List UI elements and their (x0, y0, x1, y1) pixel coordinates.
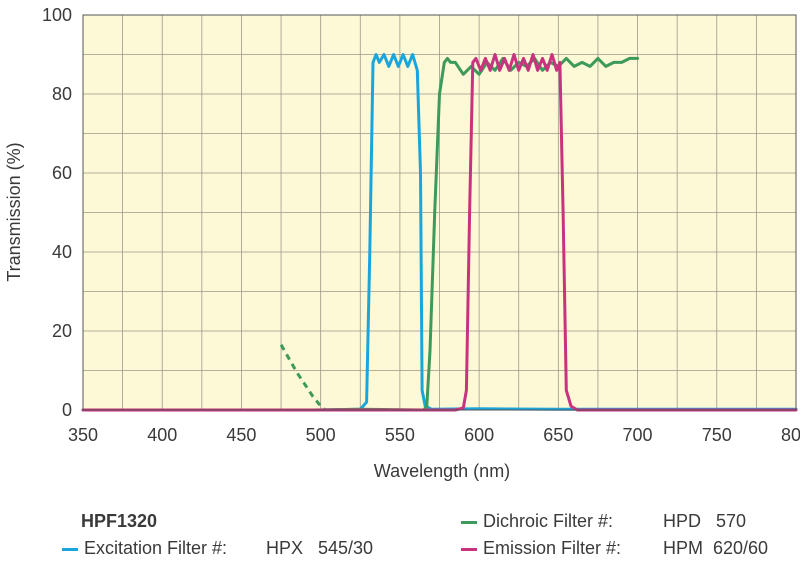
emission-swatch (461, 547, 477, 551)
dichroic-label: Dichroic Filter #: (483, 511, 614, 531)
legend-emission: Emission Filter #: HPM 620/60 (461, 538, 768, 559)
y-tick-label: 100 (42, 5, 72, 25)
x-axis-label: Wavelength (nm) (374, 461, 510, 481)
x-tick-label: 400 (147, 425, 177, 445)
x-tick-label: 700 (623, 425, 653, 445)
tick-labels: 350 400 450 500 550 600 650 700 750 800 0 20 40 60 80 1… (42, 5, 800, 445)
y-tick-label: 0 (62, 400, 72, 420)
plot-frame (82, 14, 797, 411)
x-tick-label: 750 (702, 425, 732, 445)
emission-code: HPM 620/60 (663, 538, 769, 558)
excitation-label: Excitation Filter #: (84, 538, 228, 558)
legend-dichroic: Dichroic Filter #: HPD 570 (461, 511, 746, 532)
x-tick-label: 450 (226, 425, 256, 445)
y-tick-label: 20 (52, 321, 72, 341)
excitation-swatch (62, 547, 78, 551)
emission-filter-line (81, 53, 798, 412)
y-tick-label: 60 (52, 163, 72, 183)
dichroic-swatch (461, 520, 477, 524)
x-tick-label: 650 (543, 425, 573, 445)
excitation-filter-line (81, 53, 798, 412)
legend-excitation: Excitation Filter #: HPX 545/30 (62, 538, 373, 559)
emission-label: Emission Filter #: (483, 538, 622, 558)
x-tick-label: 550 (385, 425, 415, 445)
dichroic-filter-dashed-line (279, 344, 327, 412)
x-tick-label: 350 (68, 425, 98, 445)
series-layer (81, 53, 798, 412)
x-tick-label: 600 (464, 425, 494, 445)
product-code: HPF1320 (81, 511, 158, 531)
y-tick-label: 80 (52, 84, 72, 104)
x-tick-label: 500 (306, 425, 336, 445)
x-tick-label: 800 (781, 425, 800, 445)
excitation-code: HPX 545/30 (266, 538, 374, 558)
dichroic-code: HPD 570 (663, 511, 747, 531)
y-tick-label: 40 (52, 242, 72, 262)
y-axis-label: Transmission (%) (4, 142, 24, 281)
